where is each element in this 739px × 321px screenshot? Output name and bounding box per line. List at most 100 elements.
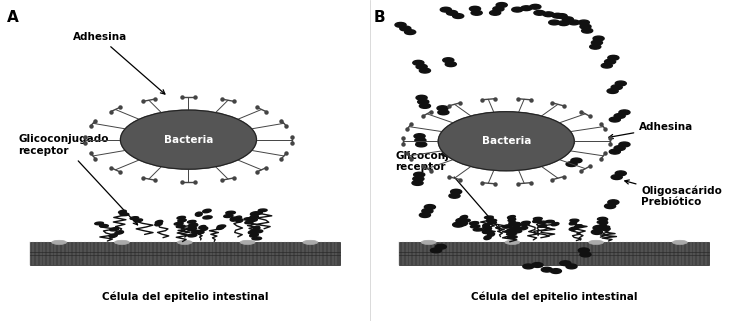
Ellipse shape xyxy=(203,216,212,219)
Text: Oligosacárido
Prebiótico: Oligosacárido Prebiótico xyxy=(624,180,722,207)
Ellipse shape xyxy=(534,217,542,220)
Circle shape xyxy=(400,26,411,31)
Ellipse shape xyxy=(551,222,559,226)
Ellipse shape xyxy=(514,223,521,227)
Circle shape xyxy=(420,213,430,218)
Circle shape xyxy=(605,204,616,209)
Circle shape xyxy=(593,226,605,230)
Circle shape xyxy=(435,244,446,249)
Circle shape xyxy=(430,248,442,253)
Ellipse shape xyxy=(177,225,185,228)
Circle shape xyxy=(405,30,416,35)
Ellipse shape xyxy=(483,224,489,228)
Circle shape xyxy=(415,138,426,143)
Ellipse shape xyxy=(252,237,262,240)
Circle shape xyxy=(562,17,573,22)
Circle shape xyxy=(443,58,454,63)
Circle shape xyxy=(422,209,433,213)
Circle shape xyxy=(580,252,591,257)
Circle shape xyxy=(607,200,619,205)
Ellipse shape xyxy=(508,218,516,221)
Circle shape xyxy=(490,11,501,15)
Ellipse shape xyxy=(199,226,206,229)
Ellipse shape xyxy=(95,222,103,225)
Text: A: A xyxy=(7,10,19,25)
Circle shape xyxy=(615,81,627,86)
Ellipse shape xyxy=(155,221,163,224)
Ellipse shape xyxy=(483,229,489,233)
Ellipse shape xyxy=(253,226,260,230)
Ellipse shape xyxy=(511,222,520,225)
Circle shape xyxy=(619,110,630,115)
Circle shape xyxy=(560,261,571,266)
Ellipse shape xyxy=(522,221,531,224)
Text: Bacteria: Bacteria xyxy=(482,136,531,146)
Ellipse shape xyxy=(248,218,257,222)
Ellipse shape xyxy=(485,216,494,219)
Circle shape xyxy=(496,3,507,7)
Circle shape xyxy=(607,89,619,93)
Circle shape xyxy=(619,142,630,147)
Circle shape xyxy=(446,11,457,15)
Circle shape xyxy=(493,6,504,11)
Circle shape xyxy=(615,171,627,176)
Ellipse shape xyxy=(545,220,554,223)
Ellipse shape xyxy=(118,210,126,213)
Circle shape xyxy=(607,55,619,60)
Ellipse shape xyxy=(512,230,522,233)
Circle shape xyxy=(445,62,457,67)
Ellipse shape xyxy=(483,230,492,234)
Circle shape xyxy=(452,13,464,19)
Text: Adhesina: Adhesina xyxy=(609,122,693,139)
Ellipse shape xyxy=(109,234,118,238)
Ellipse shape xyxy=(533,220,541,222)
Ellipse shape xyxy=(189,223,197,226)
Ellipse shape xyxy=(421,240,436,245)
Circle shape xyxy=(420,68,430,73)
Circle shape xyxy=(442,147,453,152)
Circle shape xyxy=(609,117,621,122)
Ellipse shape xyxy=(599,218,607,222)
Ellipse shape xyxy=(224,214,233,218)
Circle shape xyxy=(552,13,563,18)
Circle shape xyxy=(414,172,425,177)
Ellipse shape xyxy=(235,216,242,220)
Circle shape xyxy=(534,11,545,15)
Ellipse shape xyxy=(488,232,494,237)
Ellipse shape xyxy=(508,236,517,239)
Circle shape xyxy=(424,204,435,209)
Circle shape xyxy=(611,175,622,179)
Circle shape xyxy=(471,11,483,15)
Circle shape xyxy=(541,267,553,272)
Ellipse shape xyxy=(187,227,196,230)
Ellipse shape xyxy=(597,225,607,228)
Circle shape xyxy=(543,12,554,17)
Ellipse shape xyxy=(236,219,243,222)
Ellipse shape xyxy=(473,228,483,231)
Circle shape xyxy=(566,264,577,269)
Circle shape xyxy=(582,28,593,33)
Text: Adhesina: Adhesina xyxy=(72,32,165,94)
Circle shape xyxy=(568,20,579,25)
Ellipse shape xyxy=(460,215,468,219)
Ellipse shape xyxy=(570,219,579,222)
Ellipse shape xyxy=(174,222,183,225)
Ellipse shape xyxy=(188,234,197,237)
Circle shape xyxy=(418,100,429,104)
Text: B: B xyxy=(373,10,385,25)
Ellipse shape xyxy=(507,232,516,235)
Circle shape xyxy=(120,110,256,169)
Circle shape xyxy=(590,44,601,49)
Circle shape xyxy=(580,24,591,29)
Circle shape xyxy=(571,158,582,163)
Ellipse shape xyxy=(188,227,197,230)
Ellipse shape xyxy=(511,226,520,229)
Circle shape xyxy=(416,64,427,69)
Ellipse shape xyxy=(503,225,511,228)
Circle shape xyxy=(614,146,625,151)
Circle shape xyxy=(442,152,453,156)
Ellipse shape xyxy=(177,240,192,245)
Circle shape xyxy=(530,4,541,9)
Ellipse shape xyxy=(251,212,259,215)
Ellipse shape xyxy=(154,222,162,226)
